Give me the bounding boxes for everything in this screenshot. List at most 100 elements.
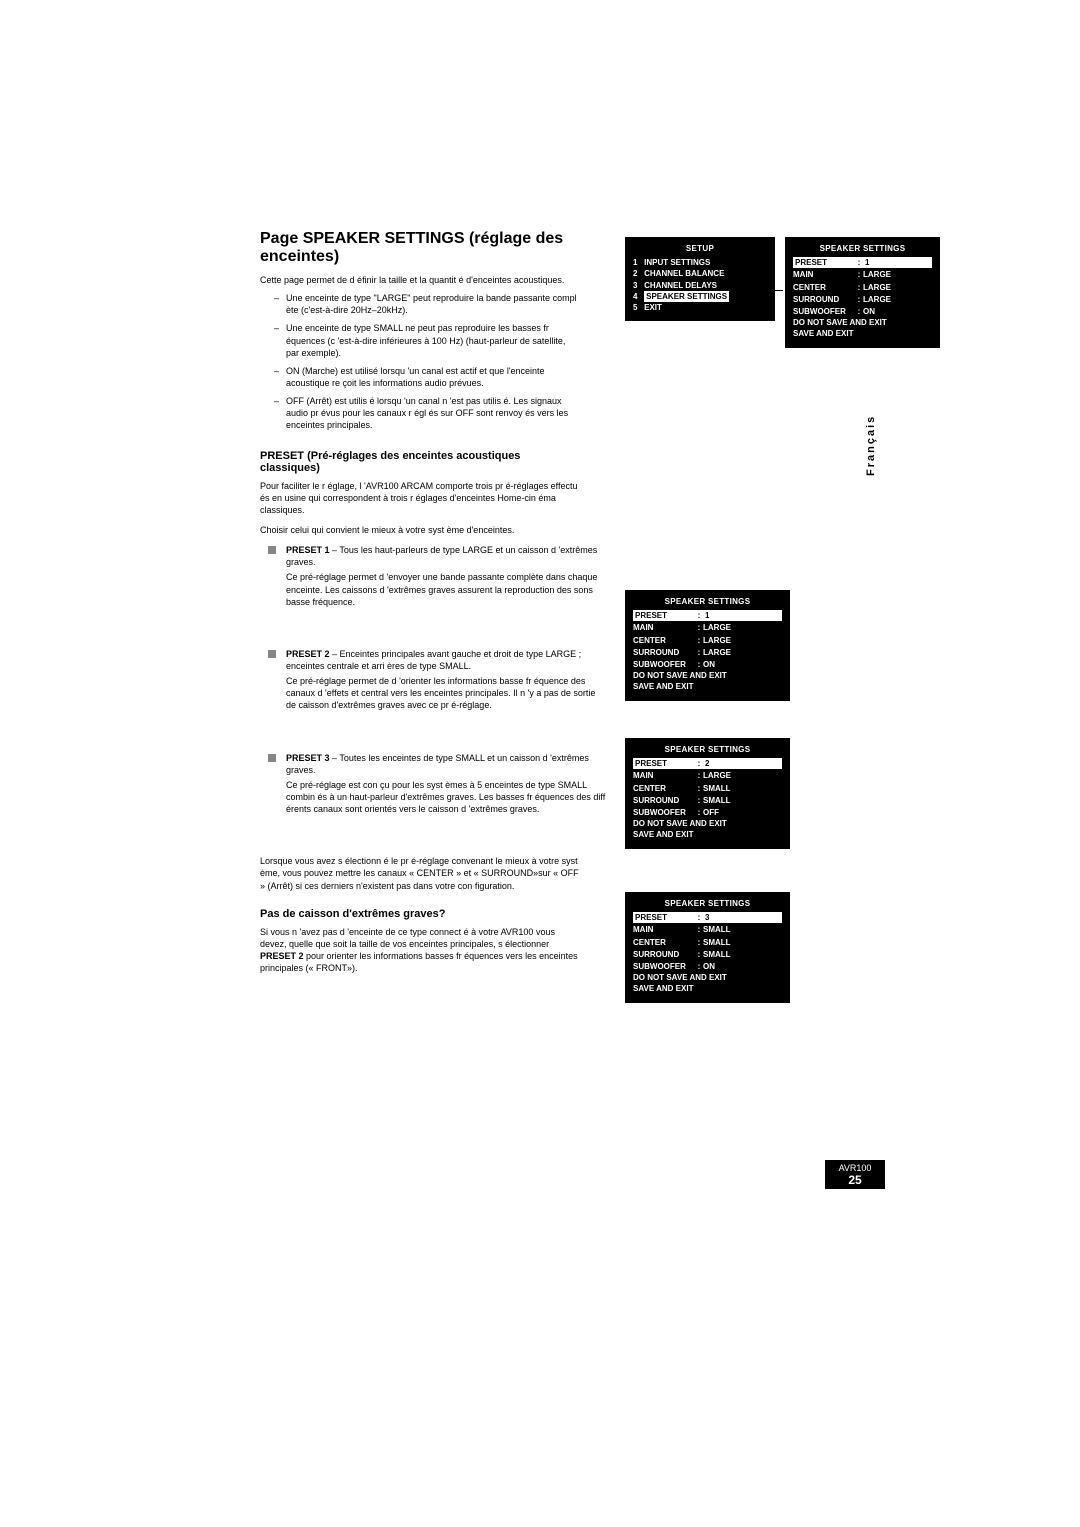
- setting-key: SUBWOOFER: [633, 659, 695, 670]
- setting-value: ON: [703, 961, 782, 972]
- square-icon: [268, 650, 276, 658]
- preset-heading: PRESET (Pré-réglages des enceintes acous…: [260, 450, 580, 474]
- setting-value: SMALL: [703, 937, 782, 948]
- preset1-more: Ce pré-réglage permet d 'envoyer une ban…: [286, 571, 606, 607]
- setting-key: SURROUND: [633, 795, 695, 806]
- setting-value: LARGE: [703, 635, 782, 646]
- colon: :: [695, 924, 703, 935]
- setting-value: SMALL: [703, 924, 782, 935]
- colon: :: [695, 783, 703, 794]
- panel-foot2: SAVE AND EXIT: [633, 829, 782, 840]
- preset1-display: SPEAKER SETTINGS PRESET:1MAIN:LARGECENTE…: [625, 590, 790, 701]
- type-list: Une enceinte de type "LARGE" peut reprod…: [260, 292, 580, 431]
- bullet-item: Une enceinte de type SMALL ne peut pas r…: [260, 322, 580, 358]
- bullet-item: OFF (Arrêt) est utilis é lorsqu 'un cana…: [260, 395, 580, 431]
- preset3-label: PRESET 3: [286, 753, 330, 763]
- panel-foot1: DO NOT SAVE AND EXIT: [633, 972, 782, 983]
- setting-key: CENTER: [793, 282, 855, 293]
- page-title: Page SPEAKER SETTINGS (réglage des encei…: [260, 230, 580, 266]
- colon: :: [695, 807, 703, 818]
- panel-rows: PRESET:1MAIN:LARGECENTER:LARGESURROUND:L…: [633, 610, 782, 670]
- preset3-block: PRESET 3 – Toutes les enceintes de type …: [260, 752, 606, 816]
- colon: :: [695, 647, 703, 658]
- menu-item: 2 CHANNEL BALANCE: [633, 268, 767, 279]
- setting-key: SURROUND: [633, 949, 695, 960]
- panel-title: SPEAKER SETTINGS: [633, 596, 782, 607]
- panel-title: SPEAKER SETTINGS: [793, 243, 932, 254]
- bullet-item: ON (Marche) est utilisé lorsqu 'un canal…: [260, 365, 580, 389]
- setting-key: MAIN: [633, 770, 695, 781]
- setting-key: MAIN: [633, 622, 695, 633]
- no-sub-heading: Pas de caisson d'extrêmes graves?: [260, 908, 580, 920]
- panel-foot2: SAVE AND EXIT: [633, 681, 782, 692]
- setting-key: CENTER: [633, 635, 695, 646]
- panel-foot1: DO NOT SAVE AND EXIT: [633, 670, 782, 681]
- setting-value: LARGE: [863, 294, 932, 305]
- language-tab: Français: [865, 405, 885, 485]
- preset-choose: Choisir celui qui convient le mieux à vo…: [260, 524, 580, 536]
- preset2-label: PRESET 2: [286, 649, 330, 659]
- panel-title: SPEAKER SETTINGS: [633, 898, 782, 909]
- panel-foot2: SAVE AND EXIT: [793, 328, 932, 339]
- setup-menu-display: SETUP 1 INPUT SETTINGS2 CHANNEL BALANCE3…: [625, 237, 775, 321]
- preset3-display: SPEAKER SETTINGS PRESET:3MAIN:SMALLCENTE…: [625, 892, 790, 1003]
- colon: :: [855, 294, 863, 305]
- setting-value: LARGE: [863, 269, 932, 280]
- no-sub-b: pour orienter les informations basses fr…: [260, 951, 578, 973]
- panel-foot2: SAVE AND EXIT: [633, 983, 782, 994]
- preset1-block: PRESET 1 – Tous les haut-parleurs de typ…: [260, 544, 606, 608]
- setting-key: PRESET: [633, 758, 695, 769]
- setting-key: MAIN: [633, 924, 695, 935]
- setting-value: SMALL: [703, 795, 782, 806]
- setup-rows: 1 INPUT SETTINGS2 CHANNEL BALANCE3 CHANN…: [633, 257, 767, 313]
- colon: :: [695, 659, 703, 670]
- preset3-short: – Toutes les enceintes de type SMALL et …: [286, 753, 589, 775]
- preset2-short: – Enceintes principales avant gauche et …: [286, 649, 581, 671]
- setting-value: LARGE: [703, 622, 782, 633]
- bullet-item: Une enceinte de type "LARGE" peut reprod…: [260, 292, 580, 316]
- colon: :: [695, 635, 703, 646]
- setting-value: SMALL: [703, 949, 782, 960]
- square-icon: [268, 546, 276, 554]
- arrow-icon: ●: [777, 241, 782, 254]
- menu-item: 1 INPUT SETTINGS: [633, 257, 767, 268]
- panel-foot1: DO NOT SAVE AND EXIT: [633, 818, 782, 829]
- panel-rows: PRESET:3MAIN:SMALLCENTER:SMALLSURROUND:S…: [633, 912, 782, 972]
- setting-value: OFF: [703, 807, 782, 818]
- setting-key: PRESET: [793, 257, 855, 268]
- panel-title: SETUP: [633, 243, 767, 254]
- colon: :: [855, 306, 863, 317]
- setting-key: SUBWOOFER: [633, 961, 695, 972]
- colon: :: [695, 912, 703, 923]
- colon: :: [695, 610, 703, 621]
- footer-model: AVR100: [825, 1163, 885, 1173]
- setting-key: PRESET: [633, 912, 695, 923]
- footer-page-number: 25: [825, 1173, 885, 1187]
- after-presets: Lorsque vous avez s électionn é le pr é-…: [260, 855, 580, 891]
- setting-value: 1: [863, 257, 932, 268]
- intro-text: Cette page permet de d éfinir la taille …: [260, 274, 580, 286]
- preset2-display: SPEAKER SETTINGS PRESET:2MAIN:LARGECENTE…: [625, 738, 790, 849]
- no-sub-text: Si vous n 'avez pas d 'enceinte de ce ty…: [260, 926, 580, 975]
- colon: :: [855, 269, 863, 280]
- setting-key: MAIN: [793, 269, 855, 280]
- colon: :: [695, 758, 703, 769]
- colon: :: [855, 282, 863, 293]
- preset2-more: Ce pré-réglage permet de d 'orienter les…: [286, 675, 606, 711]
- setting-value: ON: [863, 306, 932, 317]
- preset3-more: Ce pré-réglage est con çu pour les syst …: [286, 779, 606, 815]
- preset1-short: – Tous les haut-parleurs de type LARGE e…: [286, 545, 597, 567]
- no-sub-a: Si vous n 'avez pas d 'enceinte de ce ty…: [260, 927, 555, 949]
- panel-foot1: DO NOT SAVE AND EXIT: [793, 317, 932, 328]
- colon: :: [695, 937, 703, 948]
- panel-title: SPEAKER SETTINGS: [633, 744, 782, 755]
- menu-item: 3 CHANNEL DELAYS: [633, 280, 767, 291]
- square-icon: [268, 754, 276, 762]
- preset-intro: Pour faciliter le r églage, l 'AVR100 AR…: [260, 480, 580, 516]
- page-footer: AVR100 25: [825, 1160, 885, 1189]
- setting-value: 1: [703, 610, 782, 621]
- setting-key: SURROUND: [793, 294, 855, 305]
- setting-value: SMALL: [703, 783, 782, 794]
- no-sub-bold: PRESET 2: [260, 951, 304, 961]
- colon: :: [695, 795, 703, 806]
